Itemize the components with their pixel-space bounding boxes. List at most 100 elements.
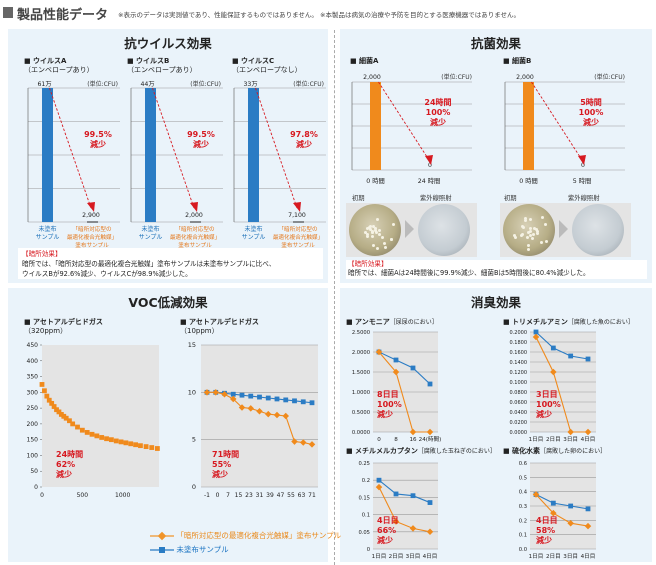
bacteria-colony xyxy=(364,230,368,234)
annotation-text: 62% xyxy=(56,460,75,469)
x-tick-label: -1 xyxy=(204,492,210,499)
bacteria-colony xyxy=(540,215,544,219)
y-tick-label: 50 xyxy=(30,468,38,475)
data-point xyxy=(108,437,114,443)
series-line xyxy=(535,336,588,433)
data-point xyxy=(248,393,254,399)
data-point xyxy=(283,397,289,403)
data-point xyxy=(568,353,574,359)
data-point xyxy=(123,440,129,446)
x-tick-label: 71 xyxy=(308,492,316,499)
bacteria-colony xyxy=(370,230,374,234)
data-point xyxy=(392,518,400,525)
x-tick-label: 2日目 xyxy=(389,553,404,560)
x-tick-label: 8 xyxy=(394,437,398,443)
antivirus-note-line2: ウイルスBが92.6%減少、ウイルスCが98.9%減少した。 xyxy=(22,270,192,278)
data-point xyxy=(89,431,95,437)
bacteria-colony xyxy=(535,230,539,234)
y-tick-label: 0.1800 xyxy=(510,340,528,346)
antivirus-title: 抗ウイルス効果 xyxy=(124,36,212,51)
voc-10-subtitle: （10ppm） xyxy=(180,327,219,335)
y-tick-label: 0 xyxy=(192,483,196,491)
data-point xyxy=(410,365,416,371)
y-tick-label: 0.3 xyxy=(519,504,527,510)
reduction-percent: 97.8% xyxy=(290,130,318,139)
bar-value-label: 33万 xyxy=(243,81,257,88)
data-point xyxy=(410,493,416,499)
y-tick-label: 0.0200 xyxy=(510,420,528,426)
annotation-text: 71時間 xyxy=(212,449,239,459)
series-line xyxy=(378,351,430,433)
x-label-uncoated: サンプル xyxy=(36,234,60,241)
data-point xyxy=(70,421,76,427)
y-tick-label: 250 xyxy=(27,405,39,412)
x-label-coated: 「暗所対応型の xyxy=(72,225,112,233)
reduction-arrow xyxy=(378,81,430,161)
x-tick-label: 0 時間 xyxy=(519,177,538,185)
annotation-text: 4日目 xyxy=(536,516,558,525)
data-point xyxy=(203,389,211,396)
bacteria-colony xyxy=(374,228,378,232)
bar-value-label: 7,100 xyxy=(288,212,306,219)
hydrogen-sulfide-title: ■ 硫化水素［腐敗した卵のにおい］ xyxy=(503,447,607,455)
plot-area xyxy=(201,345,318,487)
bacteria-colony xyxy=(532,226,536,230)
data-point xyxy=(282,412,290,420)
bacteria-colony xyxy=(531,233,535,237)
ammonia-title: ■ アンモニア［尿尿のにおい］ xyxy=(346,318,438,326)
reduction-label: 減少 xyxy=(193,139,209,149)
data-point xyxy=(376,477,382,483)
y-tick-label: 100 xyxy=(27,452,39,459)
antibacterial-note-line1: 暗所では、細菌Aは24時間後に99.9%減少、細菌Bは5時間後に80.4%減少し… xyxy=(348,269,590,277)
annotation-text: 100% xyxy=(536,400,561,409)
voc-title: VOC低減効果 xyxy=(128,295,208,310)
series-line xyxy=(378,351,431,385)
bar-value-label: 0 xyxy=(581,162,585,169)
bacteria-colony xyxy=(378,233,382,237)
unit-label: (単位:CFU) xyxy=(87,80,118,88)
x-tick-label: 24 時間 xyxy=(418,177,441,185)
x-label-coated: 塗布サンプル xyxy=(178,241,212,249)
y-tick-label: 5 xyxy=(192,436,196,444)
y-tick-label: 2.5000 xyxy=(352,330,370,336)
x-tick-label: 5 時間 xyxy=(573,177,592,185)
annotation-text: 減少 xyxy=(212,469,228,479)
y-tick-label: 0.0400 xyxy=(510,410,528,416)
x-tick-label: 1日目 xyxy=(529,553,544,560)
data-point xyxy=(256,408,263,415)
y-tick-label: 0.0 xyxy=(519,547,527,553)
y-tick-label: 0.0000 xyxy=(352,430,370,436)
bacteria-colony xyxy=(390,238,394,242)
data-point xyxy=(67,418,72,424)
data-point xyxy=(113,438,119,444)
y-tick-label: 0.1 xyxy=(362,513,370,519)
data-point xyxy=(94,433,100,439)
data-point xyxy=(550,368,557,376)
x-label-uncoated: 未塗布 xyxy=(244,225,262,233)
x-tick-label: 2日目 xyxy=(546,436,561,443)
bacteria-colony xyxy=(368,228,372,232)
unit-label: (単位:CFU) xyxy=(190,80,221,88)
plot-area xyxy=(373,463,438,549)
data-point xyxy=(58,412,64,417)
data-point xyxy=(154,446,160,451)
page-header: 製品性能データ ※表示のデータは実測値であり、性能保証するものではありません。 … xyxy=(0,0,656,26)
legend-coated-marker-icon xyxy=(150,531,174,541)
bar-0h xyxy=(370,82,381,170)
data-point xyxy=(133,442,138,448)
annotation-text: 58% xyxy=(536,526,555,535)
arrowhead-icon xyxy=(190,202,198,212)
legend-uncoated-label: 未塗布サンプル xyxy=(176,545,229,554)
data-point xyxy=(585,506,591,512)
virus-a-title: ■ ウイルスA xyxy=(24,57,67,65)
photo-caption-uv-b: 紫外線照射 xyxy=(568,195,600,202)
bar-uncoated xyxy=(42,88,53,222)
data-point xyxy=(118,439,124,445)
data-point xyxy=(292,398,297,404)
data-point xyxy=(104,436,109,442)
y-tick-label: 1.5000 xyxy=(352,370,370,376)
bacteria-colony xyxy=(534,228,538,232)
data-point xyxy=(568,503,574,509)
y-tick-label: 300 xyxy=(27,389,39,396)
